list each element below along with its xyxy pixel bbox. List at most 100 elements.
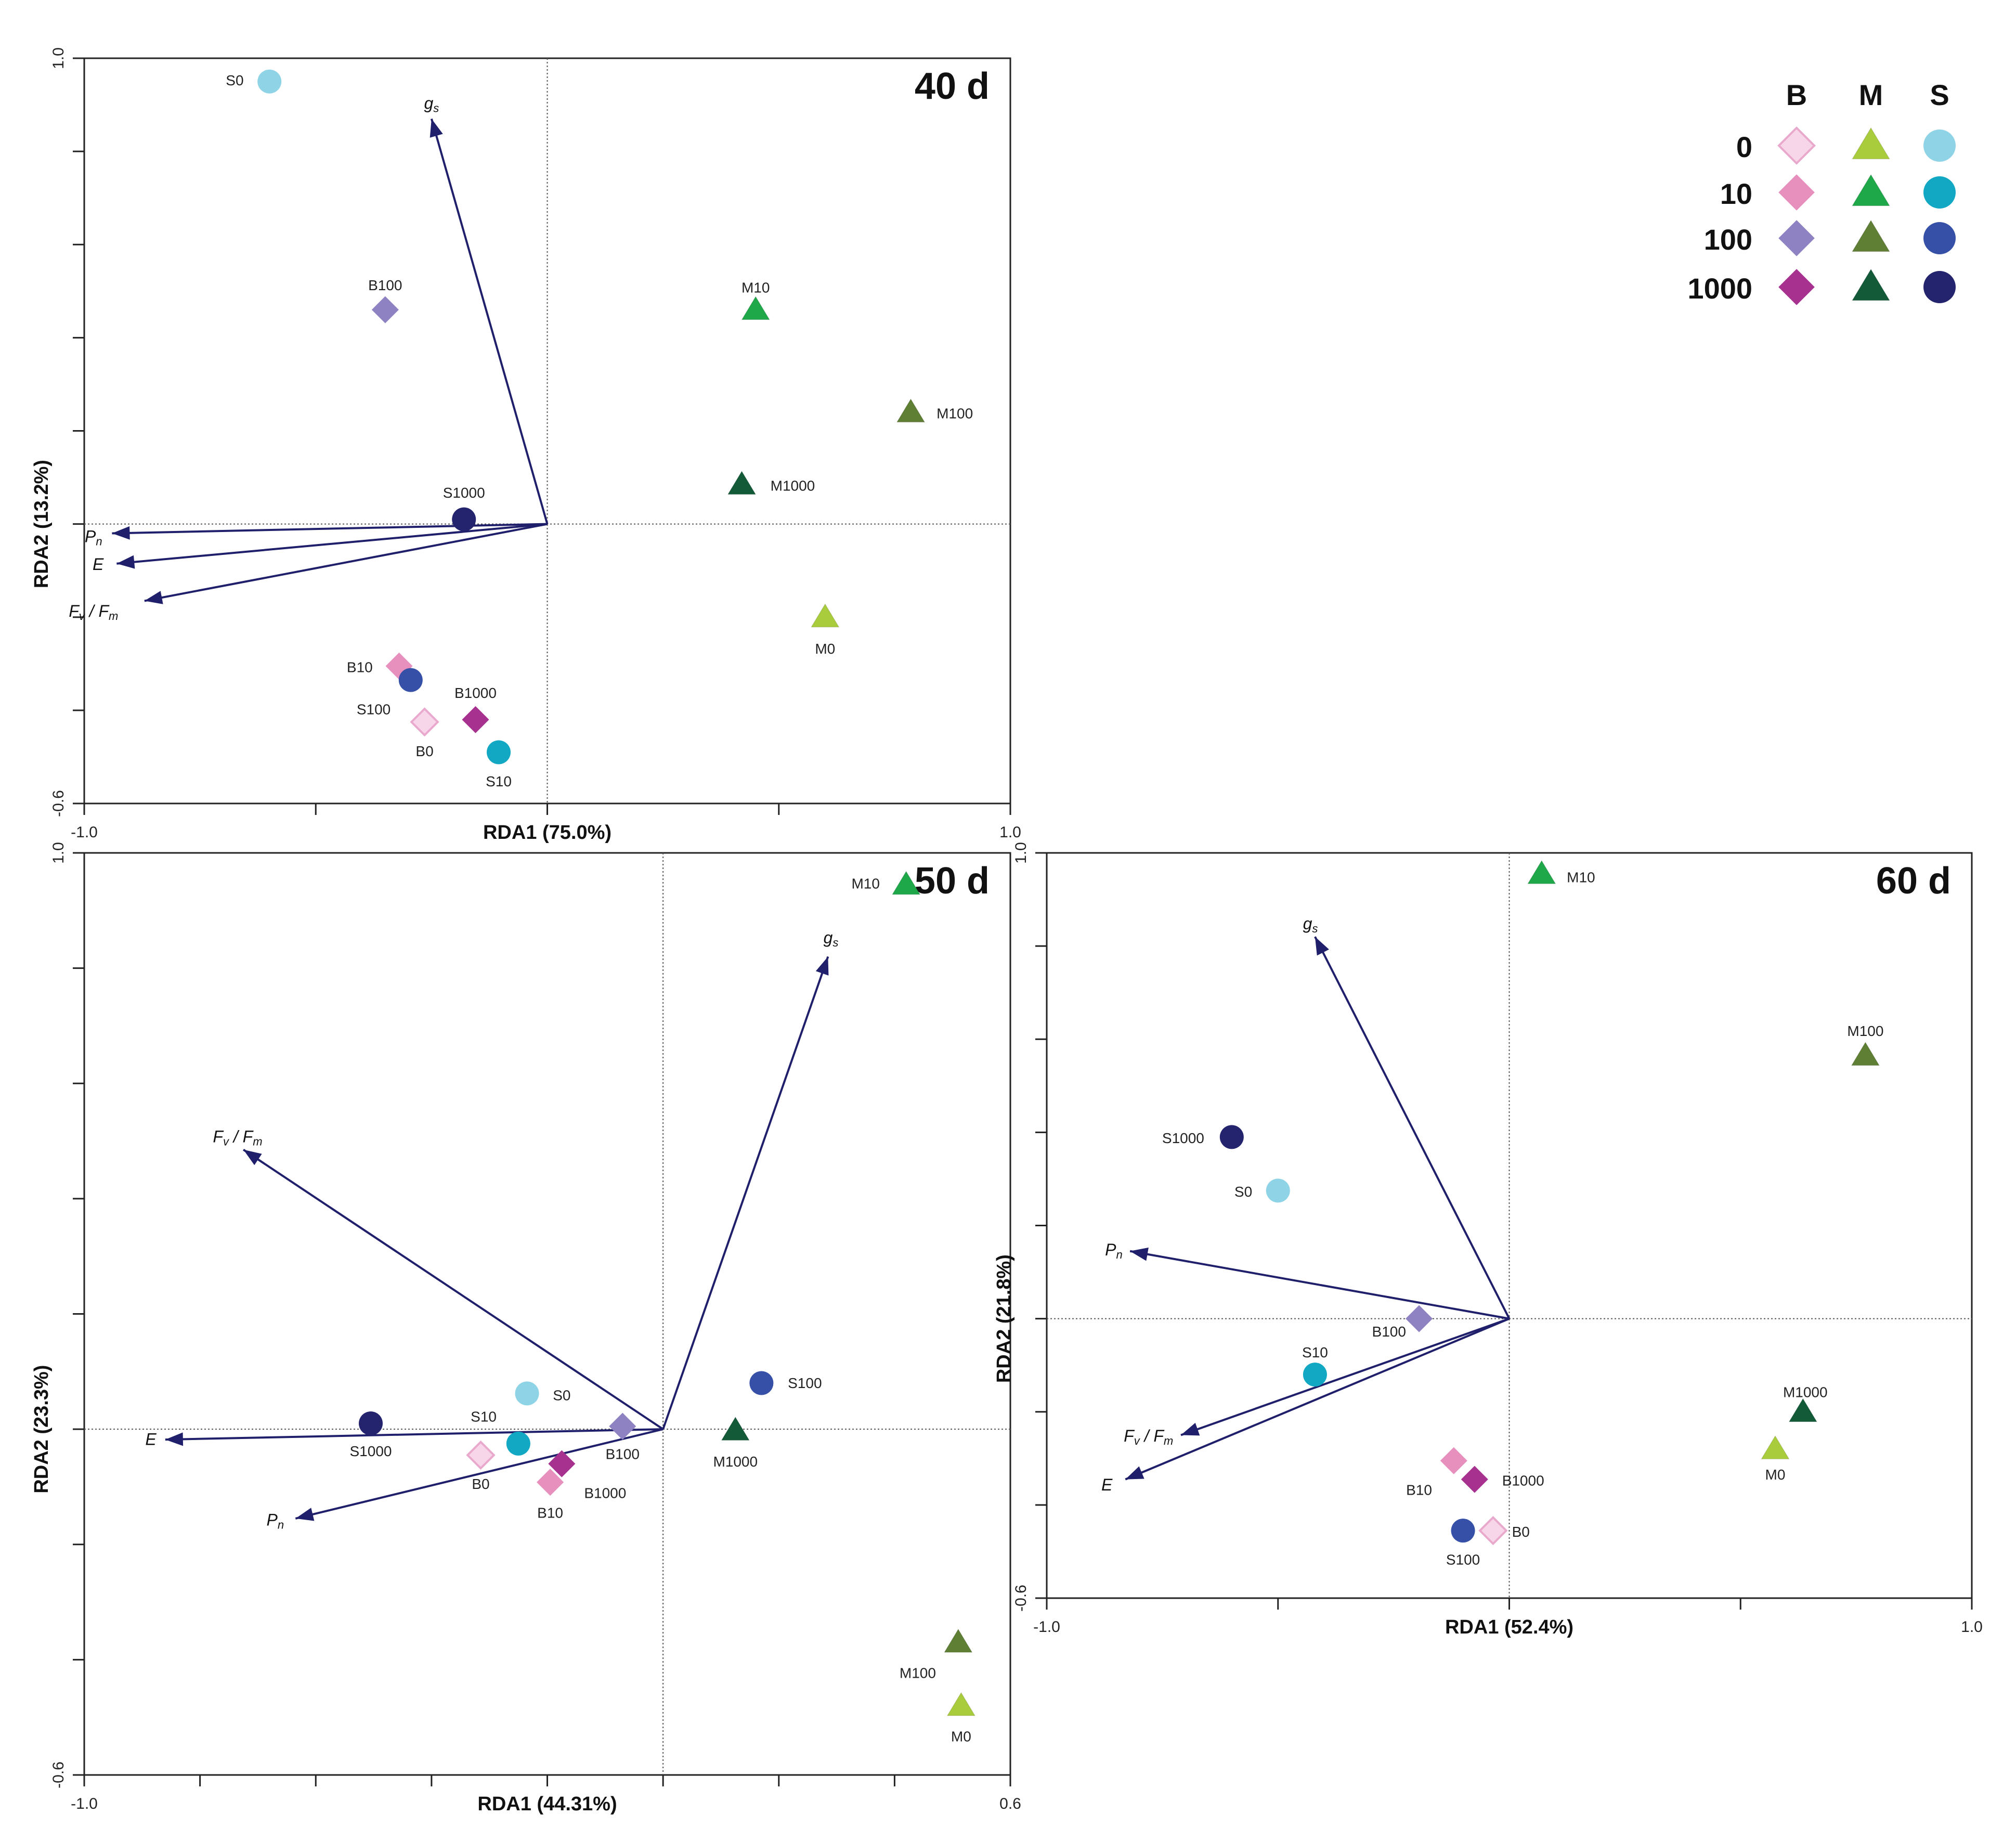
y-tick-label: 1.0 (1012, 842, 1030, 864)
point-label: M10 (851, 875, 879, 891)
point-m100 (896, 398, 925, 423)
arrow-label: E (93, 555, 104, 574)
legend-symbol-b-10 (1778, 174, 1815, 211)
arrow-label: gs (1303, 914, 1318, 935)
point-b0 (1478, 1516, 1508, 1546)
panel-title: 50 d (915, 860, 990, 902)
y-axis-label: RDA2 (23.3%) (31, 1365, 53, 1494)
legend-row-0: 0 (1736, 131, 1752, 163)
legend-symbol-b-100 (1778, 220, 1815, 256)
panel-40d: -1.0 1.0 1.0 -0.6 RDA1 (75.0%) RDA2 (13.2%) 40… (31, 47, 1021, 844)
point-b10 (537, 1469, 564, 1496)
point-s100 (749, 1371, 774, 1395)
arrow-pn (1129, 1250, 1510, 1320)
arrow-e (165, 1428, 664, 1441)
point-b1000 (548, 1450, 576, 1477)
legend-col-b: B (1786, 79, 1807, 111)
y-tick-label: 1.0 (50, 47, 67, 69)
point-label: B100 (1372, 1324, 1406, 1340)
x-tick-label: 0.6 (999, 1795, 1021, 1812)
legend-symbol-s-100 (1923, 222, 1956, 254)
point-s10 (486, 740, 511, 764)
point-label: B10 (1406, 1482, 1432, 1498)
point-m100 (944, 1628, 973, 1653)
legend-symbol-m-0 (1852, 127, 1890, 160)
arrow-label: Fv / Fm (1124, 1427, 1173, 1447)
arrowhead (295, 1508, 315, 1521)
point-s0 (515, 1381, 539, 1406)
point-b100 (609, 1412, 636, 1440)
arrow-label: gs (824, 929, 839, 949)
arrow-gs (1314, 936, 1511, 1319)
point-b100 (1406, 1305, 1433, 1332)
arrow-label: Fv / Fm (69, 602, 118, 622)
point-m10 (1527, 860, 1556, 884)
point-label: M10 (742, 280, 770, 296)
point-s0 (257, 69, 282, 94)
point-label: S0 (1234, 1184, 1252, 1200)
legend: B M S 0 10 100 1000 (1648, 73, 2002, 322)
point-label: M1000 (771, 477, 815, 494)
panel-title: 40 d (915, 66, 990, 107)
point-m0 (811, 603, 840, 628)
point-label: M1000 (1783, 1384, 1828, 1400)
point-label: M0 (1765, 1467, 1786, 1483)
x-tick-label: -1.0 (71, 824, 98, 841)
point-label: B1000 (584, 1485, 626, 1501)
point-m0 (946, 1692, 976, 1716)
point-label: S100 (788, 1375, 822, 1391)
point-label: S1000 (1162, 1130, 1204, 1146)
arrow-e (116, 523, 548, 565)
x-tick-label: 1.0 (999, 824, 1021, 841)
arrowhead (144, 591, 163, 604)
arrow-label: gs (424, 94, 439, 114)
point-s1000 (452, 507, 476, 531)
point-label: M100 (900, 1665, 936, 1681)
point-label: B0 (472, 1476, 489, 1492)
arrowhead (165, 1432, 184, 1446)
point-label: S10 (486, 773, 512, 789)
point-label: M10 (1567, 870, 1595, 886)
y-axis-label: RDA2 (21.8%) (993, 1254, 1015, 1383)
point-label: S1000 (443, 485, 485, 501)
point-b0 (466, 1440, 496, 1470)
y-tick-label: -0.6 (1012, 1585, 1030, 1612)
arrow-label: Pn (85, 527, 102, 548)
panel-title: 60 d (1876, 860, 1951, 902)
point-label: S0 (553, 1387, 570, 1403)
legend-col-s: S (1930, 79, 1949, 111)
point-m0 (1761, 1435, 1790, 1459)
arrow-e (1125, 1317, 1510, 1481)
legend-symbol-m-10 (1852, 174, 1890, 206)
point-b1000 (1461, 1466, 1488, 1493)
point-b1000 (462, 706, 489, 733)
y-tick-label: 1.0 (50, 842, 67, 864)
legend-col-m: M (1858, 79, 1883, 111)
point-b100 (371, 296, 399, 323)
arrow-label: Fv / Fm (213, 1127, 262, 1148)
point-m10 (741, 296, 770, 320)
plot-frame (83, 852, 1011, 1776)
point-s10 (506, 1431, 530, 1456)
point-s100 (1451, 1519, 1475, 1543)
arrow-fvfm (243, 1149, 664, 1430)
point-label: M0 (815, 641, 835, 657)
point-m100 (1851, 1042, 1880, 1066)
legend-symbol-s-0 (1923, 129, 1956, 162)
point-label: S1000 (350, 1443, 392, 1459)
x-tick-label: 1.0 (1961, 1618, 1983, 1636)
arrowhead (1130, 1247, 1149, 1261)
point-m1000 (1788, 1398, 1817, 1422)
x-axis-label: RDA1 (75.0%) (483, 822, 612, 844)
point-b0 (410, 707, 439, 737)
legend-symbol-m-1000 (1852, 268, 1890, 301)
point-label: S10 (1302, 1344, 1328, 1360)
point-m10 (892, 871, 921, 895)
arrow-gs (430, 118, 549, 525)
legend-row-1000: 1000 (1687, 272, 1752, 305)
legend-symbol-b-0 (1777, 126, 1816, 165)
point-label: B0 (1512, 1524, 1530, 1540)
arrowhead (430, 119, 443, 138)
legend-symbols (1777, 126, 1956, 305)
